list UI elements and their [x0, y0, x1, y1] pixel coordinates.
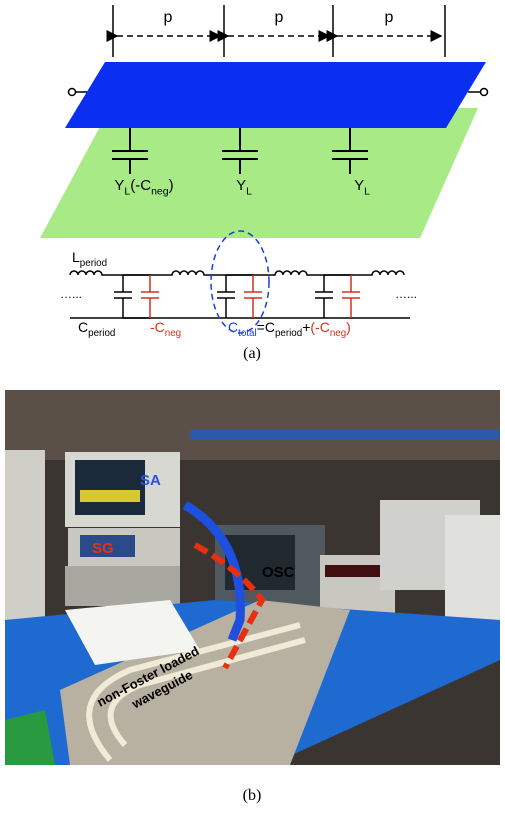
label-part: C [78, 319, 88, 335]
label-sa: SA [140, 472, 161, 489]
label-part: ) [346, 319, 351, 335]
label-part: + [302, 319, 310, 335]
label-osc: OSC [262, 564, 295, 581]
label-part: L [246, 186, 252, 198]
negative-capacitor-label: -Cneg [150, 319, 181, 339]
label-part: (-C [130, 177, 151, 194]
label-part: Y [236, 177, 246, 194]
total-capacitor-label: Ctotal=Cperiod+(-Cneg) [228, 319, 351, 339]
label-part: neg [165, 328, 181, 339]
label-part: period [275, 328, 302, 339]
label-part: L [364, 186, 370, 198]
label-part: ) [169, 177, 174, 194]
label-part: L [72, 249, 80, 265]
period-label: p [275, 9, 284, 26]
label-part: neg [151, 186, 169, 198]
label-part: (-C [310, 319, 329, 335]
capacitor-label: Cperiod [78, 319, 115, 339]
circuit [70, 231, 410, 333]
photo: SA SG OSC non-Foster loaded waveguide [5, 390, 500, 765]
label-part: Y [354, 177, 364, 194]
period-label: p [164, 9, 173, 26]
label-part: total [238, 328, 257, 339]
label-part: period [80, 258, 107, 269]
ellipsis: …... [60, 287, 82, 301]
label-sg: SG [92, 540, 114, 557]
label-part: period [88, 328, 115, 339]
caption: (a) [243, 345, 261, 362]
inductor-label: Lperiod [72, 249, 107, 269]
label-part: Y [114, 177, 124, 194]
label-part: -C [150, 319, 165, 335]
label-part: neg [330, 328, 346, 339]
label-part: =C [257, 319, 275, 335]
caption: (b) [243, 787, 262, 804]
signal-strip [65, 62, 486, 128]
ellipsis: …... [395, 287, 417, 301]
label-part: C [228, 319, 238, 335]
period-label: p [385, 9, 394, 26]
figure: (a) SA SG OSC non-Foster loaded waveguid… [0, 0, 505, 817]
